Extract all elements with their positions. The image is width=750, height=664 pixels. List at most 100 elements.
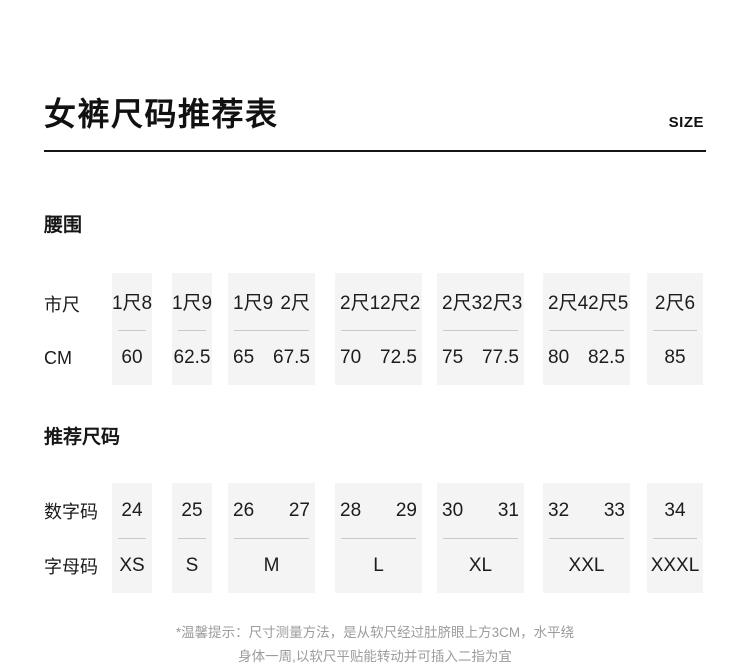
cell-value: 75 <box>442 347 464 368</box>
waist-column: 2尺4 2尺5 80 82.5 <box>543 273 630 385</box>
waist-shichi-cell: 2尺1 2尺2 <box>335 273 422 330</box>
footnote-line2: 身体一周,以软尺平贴能转动并可插入二指为宜 <box>238 649 512 664</box>
letter-size-cell: M <box>228 539 315 593</box>
cell-value: XS <box>119 555 145 576</box>
waist-section-label: 腰围 <box>44 215 83 236</box>
cell-value: 2尺1 <box>340 293 381 314</box>
cell-divider <box>653 330 697 331</box>
waist-cm-cell: 60 <box>112 331 152 385</box>
cell-value: XXL <box>568 555 605 576</box>
size-column: 26 27 M <box>228 483 315 593</box>
cell-value: 85 <box>664 347 686 368</box>
waist-column: 2尺3 2尺3 75 77.5 <box>437 273 524 385</box>
cell-value: 70 <box>340 347 362 368</box>
row-label-numeric-size: 数字码 <box>44 502 98 522</box>
size-column: 28 29 L <box>335 483 422 593</box>
size-column: 34 XXXL <box>647 483 703 593</box>
cell-value: 82.5 <box>588 347 625 368</box>
numeric-size-cell: 26 27 <box>228 483 315 538</box>
cell-divider <box>118 330 146 331</box>
cell-value: 32 <box>548 499 570 521</box>
waist-shichi-cell: 2尺6 <box>647 273 703 330</box>
waist-table: 市尺 CM 1尺8 60 1尺9 62.5 1尺9 2尺 65 67.5 2尺1 2尺… <box>0 273 750 385</box>
cell-value: 31 <box>497 499 519 521</box>
cell-value: 1尺8 <box>111 293 153 314</box>
cell-value: 62.5 <box>173 347 211 368</box>
cell-value: 33 <box>603 499 625 521</box>
numeric-size-cell: 25 <box>172 483 212 538</box>
cell-value: 2尺2 <box>380 293 421 314</box>
size-label: SIZE <box>668 114 704 131</box>
letter-size-cell: S <box>172 539 212 593</box>
cell-value: 24 <box>121 499 143 521</box>
title-divider <box>44 150 706 152</box>
waist-shichi-cell: 2尺3 2尺3 <box>437 273 524 330</box>
cell-divider <box>234 330 309 331</box>
cell-value: 2尺3 <box>482 293 523 314</box>
waist-cm-cell: 80 82.5 <box>543 331 630 385</box>
waist-cm-cell: 65 67.5 <box>228 331 315 385</box>
cell-value: 77.5 <box>482 347 519 368</box>
cell-divider <box>178 538 206 539</box>
cell-value: 2尺 <box>280 293 310 314</box>
cell-value: 34 <box>664 499 686 521</box>
cell-divider <box>443 538 518 539</box>
waist-cm-cell: 62.5 <box>172 331 212 385</box>
cell-value: 30 <box>442 499 464 521</box>
cell-value: 27 <box>288 499 310 521</box>
waist-shichi-cell: 1尺8 <box>112 273 152 330</box>
waist-cm-cell: 85 <box>647 331 703 385</box>
cell-value: 80 <box>548 347 570 368</box>
waist-cm-cell: 70 72.5 <box>335 331 422 385</box>
waist-cm-cell: 75 77.5 <box>437 331 524 385</box>
cell-value: 1尺9 <box>233 293 274 314</box>
cell-value: 60 <box>121 347 143 368</box>
cell-value: 26 <box>233 499 255 521</box>
cell-value: 25 <box>181 499 203 521</box>
cell-value: 2尺3 <box>442 293 483 314</box>
waist-column: 2尺1 2尺2 70 72.5 <box>335 273 422 385</box>
letter-size-cell: L <box>335 539 422 593</box>
cell-divider <box>341 538 416 539</box>
numeric-size-cell: 24 <box>112 483 152 538</box>
cell-value: 65 <box>233 347 255 368</box>
row-label-cm: CM <box>44 348 72 368</box>
numeric-size-cell: 28 29 <box>335 483 422 538</box>
recommended-size-columns: 24 XS 25 S 26 27 M 28 29 L 30 31 <box>0 483 750 593</box>
cell-divider <box>341 330 416 331</box>
cell-value: 72.5 <box>380 347 417 368</box>
footnote-line1: *温馨提示：尺寸测量方法，是从软尺经过肚脐眼上方3CM，水平绕 <box>175 625 575 640</box>
waist-column: 1尺9 2尺 65 67.5 <box>228 273 315 385</box>
letter-size-cell: XS <box>112 539 152 593</box>
cell-value: M <box>263 555 280 576</box>
cell-divider <box>653 538 697 539</box>
letter-size-cell: XL <box>437 539 524 593</box>
waist-column: 1尺9 62.5 <box>172 273 212 385</box>
cell-divider <box>118 538 146 539</box>
cell-value: S <box>185 555 199 576</box>
row-label-letter-size: 字母码 <box>44 557 98 577</box>
waist-column: 1尺8 60 <box>112 273 152 385</box>
cell-divider <box>549 538 624 539</box>
cell-divider <box>443 330 518 331</box>
numeric-size-cell: 34 <box>647 483 703 538</box>
waist-columns: 1尺8 60 1尺9 62.5 1尺9 2尺 65 67.5 2尺1 2尺2 70 72… <box>0 273 750 385</box>
size-column: 25 S <box>172 483 212 593</box>
page-title: 女裤尺码推荐表 <box>44 96 279 132</box>
cell-value: 2尺4 <box>548 293 589 314</box>
cell-value: 2尺5 <box>588 293 629 314</box>
numeric-size-cell: 32 33 <box>543 483 630 538</box>
cell-value: 28 <box>340 499 362 521</box>
waist-shichi-cell: 1尺9 <box>172 273 212 330</box>
cell-divider <box>549 330 624 331</box>
footnote: *温馨提示：尺寸测量方法，是从软尺经过肚脐眼上方3CM，水平绕 身体一周,以软尺… <box>44 621 706 664</box>
cell-value: 67.5 <box>273 347 310 368</box>
recommended-size-section-label: 推荐尺码 <box>44 427 121 448</box>
cell-value: 1尺9 <box>171 293 213 314</box>
cell-value: 2尺6 <box>654 293 696 314</box>
cell-value: L <box>373 555 384 576</box>
waist-column: 2尺6 85 <box>647 273 703 385</box>
recommended-size-table: 数字码 字母码 24 XS 25 S 26 27 M 28 29 <box>0 483 750 593</box>
waist-shichi-cell: 1尺9 2尺 <box>228 273 315 330</box>
